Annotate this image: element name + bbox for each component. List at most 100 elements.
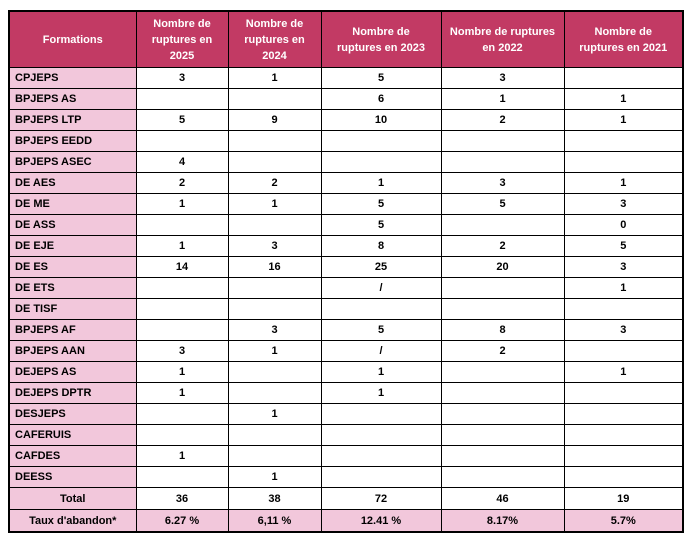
table-row: DE ES 14 16 25 20 3 — [8, 256, 684, 278]
abandon-rate-label: Taux d'abandon* — [8, 509, 137, 533]
value-2024: 16 — [227, 256, 322, 278]
table-footer: Total 36 38 72 46 19 Taux d'abandon* 6.2… — [8, 487, 684, 533]
value-2021 — [563, 382, 684, 404]
value-2025: 1 — [135, 382, 229, 404]
table-row: DEJEPS AS 1 1 1 — [8, 361, 684, 383]
value-2024 — [227, 277, 322, 299]
value-2022 — [440, 214, 565, 236]
formation-label: BPJEPS LTP — [8, 109, 137, 131]
value-2024 — [227, 361, 322, 383]
value-2022 — [440, 403, 565, 425]
value-2022: 3 — [440, 172, 565, 194]
value-2023: 1 — [320, 172, 442, 194]
total-2024: 38 — [227, 487, 322, 510]
total-2025: 36 — [135, 487, 229, 510]
total-2023: 72 — [320, 487, 442, 510]
value-2021: 0 — [563, 214, 684, 236]
value-2024: 3 — [227, 235, 322, 257]
formation-label: DEESS — [8, 466, 137, 488]
table-row: BPJEPS AF 3 5 8 3 — [8, 319, 684, 341]
value-2023: 5 — [320, 214, 442, 236]
table-header: Formations Nombre de ruptures en 2025 No… — [8, 10, 684, 68]
table-row: CPJEPS 3 1 5 3 — [8, 67, 684, 89]
table-row: BPJEPS AAN 3 1 / 2 — [8, 340, 684, 362]
formation-label: BPJEPS ASEC — [8, 151, 137, 173]
value-2025: 2 — [135, 172, 229, 194]
value-2023: 8 — [320, 235, 442, 257]
value-2025 — [135, 88, 229, 110]
value-2025: 3 — [135, 67, 229, 89]
value-2021: 1 — [563, 172, 684, 194]
total-row: Total 36 38 72 46 19 — [8, 487, 684, 510]
ruptures-table: Formations Nombre de ruptures en 2025 No… — [8, 10, 684, 533]
value-2023: 10 — [320, 109, 442, 131]
value-2022: 2 — [440, 340, 565, 362]
value-2023 — [320, 403, 442, 425]
formation-label: BPJEPS EEDD — [8, 130, 137, 152]
value-2023: / — [320, 277, 442, 299]
header-ruptures-2025: Nombre de ruptures en 2025 — [135, 10, 229, 68]
abandon-rate-2024: 6,11 % — [227, 509, 322, 533]
table-row: BPJEPS ASEC 4 — [8, 151, 684, 173]
value-2022 — [440, 382, 565, 404]
value-2025: 1 — [135, 193, 229, 215]
table-row: DE EJE 1 3 8 2 5 — [8, 235, 684, 257]
abandon-rate-2023: 12.41 % — [320, 509, 442, 533]
table-row: CAFDES 1 — [8, 445, 684, 467]
value-2025: 1 — [135, 361, 229, 383]
value-2024 — [227, 298, 322, 320]
value-2023: 6 — [320, 88, 442, 110]
abandon-rate-row: Taux d'abandon* 6.27 % 6,11 % 12.41 % 8.… — [8, 509, 684, 533]
value-2024 — [227, 445, 322, 467]
table-row: DEJEPS DPTR 1 1 — [8, 382, 684, 404]
value-2024: 1 — [227, 403, 322, 425]
value-2021 — [563, 445, 684, 467]
value-2021 — [563, 424, 684, 446]
value-2023: 5 — [320, 319, 442, 341]
value-2025 — [135, 319, 229, 341]
value-2024: 1 — [227, 193, 322, 215]
value-2022 — [440, 466, 565, 488]
table-row: BPJEPS LTP 5 9 10 2 1 — [8, 109, 684, 131]
value-2023 — [320, 151, 442, 173]
value-2024: 1 — [227, 340, 322, 362]
value-2021 — [563, 403, 684, 425]
value-2023 — [320, 445, 442, 467]
value-2025: 1 — [135, 445, 229, 467]
formation-label: CAFERUIS — [8, 424, 137, 446]
value-2023: 1 — [320, 382, 442, 404]
table-body: CPJEPS 3 1 5 3 BPJEPS AS 6 1 1 BPJEPS LT… — [8, 67, 684, 488]
formation-label: DE ME — [8, 193, 137, 215]
formation-label: DE TISF — [8, 298, 137, 320]
value-2025: 1 — [135, 235, 229, 257]
header-formations: Formations — [8, 10, 137, 68]
table-row: DEESS 1 — [8, 466, 684, 488]
formation-label: DE EJE — [8, 235, 137, 257]
total-2022: 46 — [440, 487, 565, 510]
ruptures-table-container: Formations Nombre de ruptures en 2025 No… — [8, 10, 684, 533]
value-2021 — [563, 67, 684, 89]
value-2021: 3 — [563, 319, 684, 341]
value-2025 — [135, 298, 229, 320]
formation-label: BPJEPS AAN — [8, 340, 137, 362]
value-2021: 1 — [563, 109, 684, 131]
value-2023 — [320, 466, 442, 488]
value-2021 — [563, 340, 684, 362]
value-2023: 5 — [320, 193, 442, 215]
value-2025: 3 — [135, 340, 229, 362]
value-2021 — [563, 151, 684, 173]
table-row: DE ETS / 1 — [8, 277, 684, 299]
value-2024: 1 — [227, 466, 322, 488]
table-row: BPJEPS AS 6 1 1 — [8, 88, 684, 110]
abandon-rate-2021: 5.7% — [563, 509, 684, 533]
value-2024 — [227, 151, 322, 173]
formation-label: DE ES — [8, 256, 137, 278]
formation-label: DE ASS — [8, 214, 137, 236]
value-2021: 1 — [563, 361, 684, 383]
value-2022: 5 — [440, 193, 565, 215]
value-2021: 1 — [563, 277, 684, 299]
value-2024 — [227, 88, 322, 110]
formation-label: CAFDES — [8, 445, 137, 467]
value-2025: 4 — [135, 151, 229, 173]
